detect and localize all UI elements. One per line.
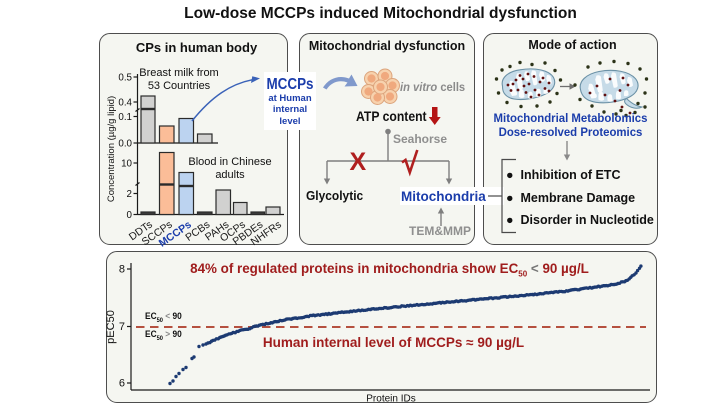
- svg-text:53 Countries: 53 Countries: [148, 80, 211, 92]
- svg-text:0.1: 0.1: [118, 112, 132, 123]
- svg-text:8: 8: [119, 264, 125, 276]
- svg-text:0.0: 0.0: [118, 139, 132, 150]
- svg-text:Concentration (µg/g lipid): Concentration (µg/g lipid): [106, 96, 117, 202]
- svg-text:10: 10: [121, 159, 132, 170]
- svg-text:0.4: 0.4: [118, 98, 132, 109]
- svg-text:Breast milk from: Breast milk from: [139, 67, 218, 79]
- svg-text:0.5: 0.5: [118, 73, 132, 84]
- svg-text:Blood in Chinese: Blood in Chinese: [188, 156, 271, 168]
- svg-text:Protein IDs: Protein IDs: [366, 394, 415, 405]
- svg-text:2: 2: [127, 189, 132, 200]
- svg-text:0: 0: [127, 210, 133, 221]
- svg-text:7: 7: [119, 321, 125, 333]
- svg-text:6: 6: [119, 378, 125, 390]
- svg-text:adults: adults: [215, 169, 245, 181]
- svg-text:pEC50: pEC50: [105, 310, 117, 344]
